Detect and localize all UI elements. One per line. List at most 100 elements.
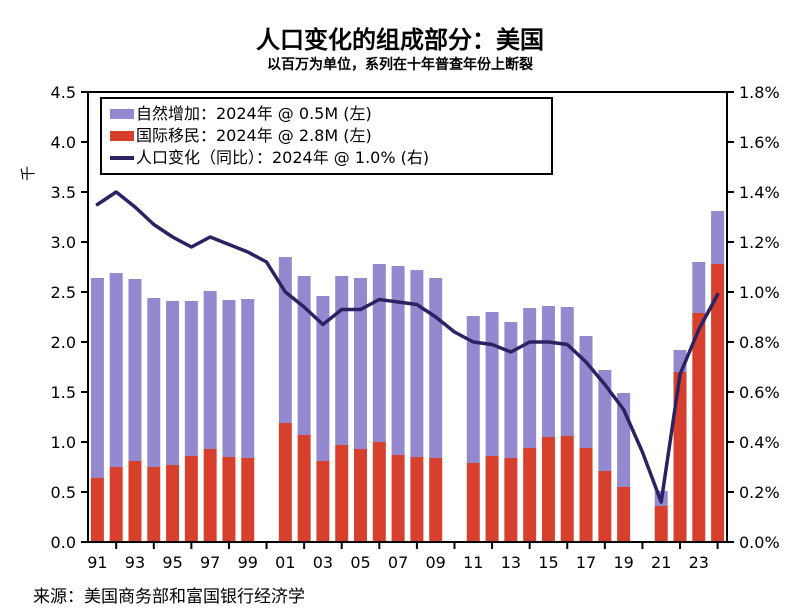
left-axis-tick-label: 1.0	[51, 433, 76, 452]
bar-international-migration-2023	[692, 313, 706, 542]
x-axis-tick-label: 09	[426, 553, 446, 572]
legend-line-swatch	[110, 155, 134, 160]
right-axis-tick-label: 1.4%	[739, 183, 780, 202]
bar-international-migration-1991	[90, 478, 104, 542]
plot-frame	[87, 91, 728, 543]
bar-international-migration-2021	[654, 506, 668, 542]
bar-international-migration-2022	[673, 372, 687, 542]
bar-natural-increase-2011	[466, 316, 480, 463]
right-axis-tick-label: 0.6%	[739, 383, 780, 402]
right-axis-tick-label: 1.2%	[739, 233, 780, 252]
legend-label: 人口变化（同比）：2024年 @ 1.0% (右)	[136, 148, 430, 167]
bar-natural-increase-2009	[429, 278, 443, 458]
chart-title: 人口变化的组成部分：美国	[256, 26, 544, 54]
x-axis-tick-label: 95	[162, 553, 182, 572]
x-axis-tick-label: 23	[689, 553, 709, 572]
right-axis-tick-label: 1.8%	[739, 83, 780, 102]
bar-international-migration-2009	[429, 458, 443, 542]
legend-bar-swatch	[110, 108, 134, 119]
bar-international-migration-2019	[617, 487, 631, 542]
left-axis-tick-label: 1.5	[51, 383, 76, 402]
bar-natural-increase-1997	[203, 291, 217, 449]
x-axis-tick-label: 13	[501, 553, 521, 572]
left-axis-unit-label: 千	[19, 165, 38, 182]
chart-legend: 自然增加：2024年 @ 0.5M (左) 国际移民：2024年 @ 2.8M (…	[100, 97, 553, 175]
bar-natural-increase-2013	[504, 322, 518, 458]
bar-natural-increase-2023	[692, 262, 706, 313]
bar-international-migration-1998	[222, 457, 236, 542]
bar-international-migration-2003	[316, 461, 330, 542]
bar-natural-increase-1994	[147, 298, 161, 467]
left-axis-tick-label: 0.5	[51, 483, 76, 502]
x-axis-tick-label: 15	[538, 553, 558, 572]
bar-natural-increase-1993	[128, 279, 142, 461]
legend-label: 国际移民：2024年 @ 2.8M (左)	[136, 126, 372, 145]
bar-international-migration-2018	[598, 471, 612, 542]
x-axis-tick-label: 07	[388, 553, 408, 572]
bar-natural-increase-1998	[222, 300, 236, 457]
right-axis-tick-label: 0.4%	[739, 433, 780, 452]
bar-natural-increase-1995	[166, 301, 180, 465]
bar-international-migration-2017	[579, 448, 593, 542]
legend-label: 自然增加：2024年 @ 0.5M (左)	[136, 104, 372, 123]
bar-international-migration-1996	[184, 456, 198, 542]
x-axis-tick-label: 17	[576, 553, 596, 572]
left-axis-tick-label: 4.0	[51, 133, 76, 152]
bar-natural-increase-2015	[541, 306, 555, 437]
source-note: 来源：美国商务部和富国银行经济学	[33, 587, 305, 607]
bar-international-migration-2006	[372, 442, 386, 542]
right-axis-tick-label: 1.6%	[739, 133, 780, 152]
bar-international-migration-2014	[523, 448, 537, 542]
chart-subtitle: 以百万为单位，系列在十年普查年份上断裂	[267, 57, 533, 73]
bar-natural-increase-2014	[523, 308, 537, 448]
x-axis-tick-label: 21	[651, 553, 671, 572]
bar-international-migration-1995	[166, 465, 180, 542]
legend-bar-swatch	[110, 130, 134, 141]
bar-international-migration-1999	[241, 458, 255, 542]
left-axis-tick-label: 3.0	[51, 233, 76, 252]
bar-natural-increase-2012	[485, 312, 499, 456]
bar-international-migration-1992	[109, 467, 123, 542]
bar-international-migration-2016	[560, 436, 574, 542]
legend-item: 国际移民：2024年 @ 2.8M (左)	[110, 125, 541, 146]
x-axis-tick-label: 91	[87, 553, 107, 572]
bar-international-migration-2011	[466, 463, 480, 542]
bar-international-migration-1993	[128, 461, 142, 542]
bar-natural-increase-2008	[410, 270, 424, 457]
bar-international-migration-2024	[711, 264, 725, 542]
bar-natural-increase-1992	[109, 273, 123, 467]
population-change-line	[95, 190, 720, 504]
bar-natural-increase-2004	[335, 276, 349, 445]
x-axis-tick-label: 97	[200, 553, 220, 572]
bar-natural-increase-1996	[184, 301, 198, 456]
bar-international-migration-2005	[354, 449, 368, 542]
x-axis-tick-label: 99	[238, 553, 258, 572]
bar-natural-increase-2005	[354, 278, 368, 449]
bar-natural-increase-1991	[90, 278, 104, 478]
bar-international-migration-2002	[297, 435, 311, 542]
x-axis-tick-label: 05	[350, 553, 370, 572]
bar-international-migration-2015	[541, 437, 555, 542]
left-axis-tick-label: 0.0	[51, 533, 76, 552]
bar-natural-increase-2007	[391, 266, 405, 455]
x-axis-tick-label: 03	[313, 553, 333, 572]
bar-international-migration-2013	[504, 458, 518, 542]
x-axis-tick-label: 93	[125, 553, 145, 572]
left-axis-tick-label: 3.5	[51, 183, 76, 202]
x-axis-tick-label: 01	[275, 553, 295, 572]
bar-natural-increase-2003	[316, 296, 330, 461]
legend-item: 自然增加：2024年 @ 0.5M (左)	[110, 103, 541, 124]
left-axis-tick-label: 4.5	[51, 83, 76, 102]
right-axis-tick-label: 1.0%	[739, 283, 780, 302]
bar-natural-increase-1999	[241, 299, 255, 458]
right-axis-tick-label: 0.0%	[739, 533, 780, 552]
bar-natural-increase-2017	[579, 336, 593, 448]
bar-international-migration-2012	[485, 456, 499, 542]
bar-natural-increase-2024	[711, 211, 725, 264]
left-axis-tick-label: 2.0	[51, 333, 76, 352]
bar-natural-increase-2018	[598, 370, 612, 471]
bar-natural-increase-2001	[278, 257, 292, 423]
bar-international-migration-1994	[147, 467, 161, 542]
